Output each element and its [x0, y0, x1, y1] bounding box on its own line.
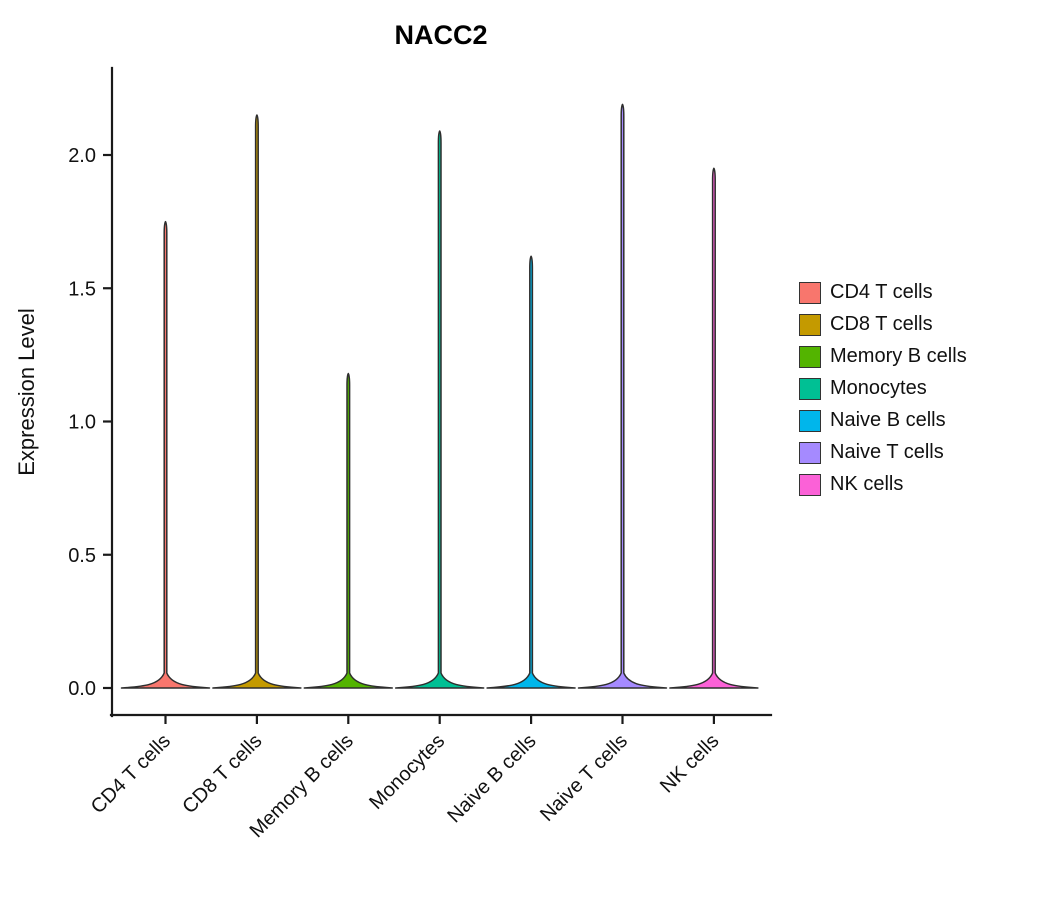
legend-item: CD4 T cells	[799, 281, 967, 304]
x-tick-label: CD8 T cells	[178, 730, 266, 818]
violin-monocytes	[394, 130, 485, 689]
legend-label: NK cells	[830, 473, 904, 495]
legend-swatch	[799, 441, 821, 464]
violin-naive-b-cells	[486, 255, 576, 689]
legend-label: Memory B cells	[830, 345, 967, 367]
violin-cd4-t-cells	[120, 220, 211, 689]
legend-swatch	[799, 345, 821, 368]
legend-item: NK cells	[799, 473, 967, 496]
y-tick-label: 1.0	[68, 412, 96, 434]
legend-swatch	[799, 313, 821, 336]
legend-swatch	[799, 377, 821, 400]
legend-label: Monocytes	[830, 377, 927, 399]
y-tick-label: 0.0	[68, 678, 96, 700]
legend: CD4 T cells CD8 T cells Memory B cells Mono…	[799, 281, 967, 496]
violin-memory-b-cells	[303, 372, 394, 689]
legend-label: CD4 T cells	[830, 281, 933, 303]
legend-item: CD8 T cells	[799, 313, 967, 336]
legend-label: CD8 T cells	[830, 313, 933, 335]
x-tick-label: Monocytes	[365, 730, 449, 814]
legend-item: Naive B cells	[799, 409, 967, 432]
x-tick-label: NK cells	[656, 730, 723, 797]
violin-cd8-t-cells	[212, 114, 302, 689]
x-tick-label: Naive T cells	[536, 730, 632, 826]
x-tick-label: Naive B cells	[443, 730, 540, 827]
violin-naive-t-cells	[577, 103, 668, 689]
legend-swatch	[799, 473, 821, 496]
y-axis-title: Expression Level	[14, 308, 39, 476]
violin-nk-cells	[669, 167, 759, 689]
legend-item: Memory B cells	[799, 345, 967, 368]
legend-label: Naive B cells	[830, 409, 946, 431]
violins	[120, 103, 759, 689]
legend-swatch	[799, 281, 821, 304]
y-axis-ticks: 0.0 0.5 1.0 1.5 2.0	[68, 145, 111, 700]
y-tick-label: 1.5	[68, 278, 96, 300]
legend-item: Monocytes	[799, 377, 967, 400]
legend-swatch	[799, 409, 821, 432]
legend-item: Naive T cells	[799, 441, 967, 464]
chart-title: NACC2	[394, 20, 488, 50]
y-tick-label: 0.5	[68, 545, 96, 567]
legend-label: Naive T cells	[830, 441, 944, 463]
y-tick-label: 2.0	[68, 145, 96, 167]
x-tick-label: CD4 T cells	[87, 730, 175, 818]
